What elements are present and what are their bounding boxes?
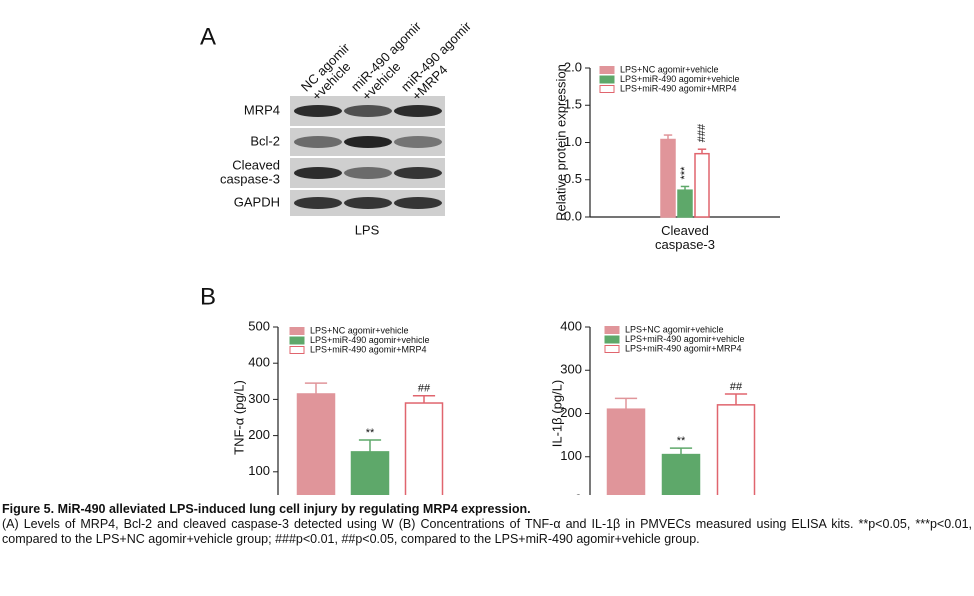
y-tick-label: 2.0 [564, 59, 582, 74]
legend-swatch [604, 326, 620, 334]
y-tick-label: 0.5 [564, 171, 582, 186]
bar [404, 402, 444, 495]
panel-label: B [200, 283, 216, 310]
blot-row-label: caspase-3 [220, 171, 280, 186]
y-axis-label: Relative protein expression [553, 64, 568, 221]
legend-swatch [289, 336, 305, 345]
blot-band [394, 167, 442, 179]
blot-row-label: MRP4 [244, 102, 280, 117]
legend-label: LPS+NC agomir+vehicle [310, 325, 409, 335]
annotation: ## [730, 381, 743, 393]
x-tick-label: Cleaved caspase-3 [655, 223, 715, 252]
legend-label: LPS+miR-490 agomir+MRP4 [620, 83, 737, 93]
blot-band [294, 197, 342, 209]
caption: Figure 5. MiR-490 alleviated LPS-induced… [2, 502, 972, 547]
blot-band [294, 167, 342, 179]
y-tick-label: 1.0 [564, 134, 582, 149]
x-tick-line: Cleaved [661, 223, 709, 238]
bar [716, 404, 756, 495]
blot-band [294, 136, 342, 148]
blot-row-label: Cleaved [232, 157, 280, 172]
blot-band [394, 105, 442, 117]
bar [660, 138, 676, 218]
legend-swatch [604, 335, 620, 344]
legend-label: LPS+NC agomir+vehicle [625, 324, 724, 334]
bar [661, 453, 701, 495]
blot-row-label: GAPDH [234, 194, 280, 209]
caption-title: Figure 5. MiR-490 alleviated LPS-induced… [2, 502, 531, 516]
y-tick-label: 100 [560, 448, 582, 463]
panel-label: A [200, 23, 216, 50]
y-tick-label: 300 [560, 362, 582, 377]
y-tick-label: 0.0 [564, 208, 582, 223]
legend-label: LPS+miR-490 agomir+MRP4 [625, 343, 742, 353]
y-tick-label: 0 [575, 491, 582, 495]
blot-band [344, 167, 392, 179]
legend-swatch [599, 66, 615, 74]
y-tick-label: 200 [248, 427, 270, 442]
blot-band [344, 197, 392, 209]
annotation: ** [366, 427, 375, 439]
y-tick-label: 500 [248, 318, 270, 333]
y-tick-label: 1.5 [564, 97, 582, 112]
legend-swatch [599, 75, 615, 84]
bar [296, 393, 336, 495]
x-tick-line: caspase-3 [655, 237, 715, 252]
blot-band [344, 105, 392, 117]
blot-band [394, 136, 442, 148]
legend-label: LPS+miR-490 agomir+vehicle [310, 335, 430, 345]
caption-text: (A) Levels of MRP4, Bcl-2 and cleaved ca… [2, 517, 972, 546]
y-tick-label: 100 [248, 463, 270, 478]
legend-label: LPS+miR-490 agomir+vehicle [620, 74, 740, 84]
legend-label: LPS+NC agomir+vehicle [620, 64, 719, 74]
bar [350, 451, 390, 495]
legend-swatch [604, 345, 620, 353]
blot-row-label: Bcl-2 [250, 133, 280, 148]
annotation: *** [679, 166, 691, 180]
legend-swatch [289, 327, 305, 335]
blot-band [344, 136, 392, 148]
annotation: ### [696, 123, 708, 142]
figure: A B LPS MRP4Bcl-2Cleavedcaspase-3GAPDHNC… [200, 18, 780, 495]
blot-band [294, 105, 342, 117]
legend-swatch [599, 85, 615, 93]
bar [677, 189, 693, 218]
annotation: ** [677, 435, 686, 447]
y-tick-label: 200 [560, 405, 582, 420]
blot-band [394, 197, 442, 209]
bar [606, 408, 646, 495]
annotation: ## [418, 383, 431, 395]
legend-swatch [289, 346, 305, 354]
legend-label: LPS+miR-490 agomir+vehicle [625, 334, 745, 344]
y-axis-label: IL-1β (pg/L) [549, 380, 564, 447]
blot-footer: LPS [355, 222, 380, 237]
bar [694, 152, 710, 218]
y-tick-label: 400 [560, 318, 582, 333]
y-axis-label: TNF-α (pg/L) [231, 380, 246, 455]
y-tick-label: 400 [248, 355, 270, 370]
legend-label: LPS+miR-490 agomir+MRP4 [310, 344, 427, 354]
y-tick-label: 300 [248, 391, 270, 406]
